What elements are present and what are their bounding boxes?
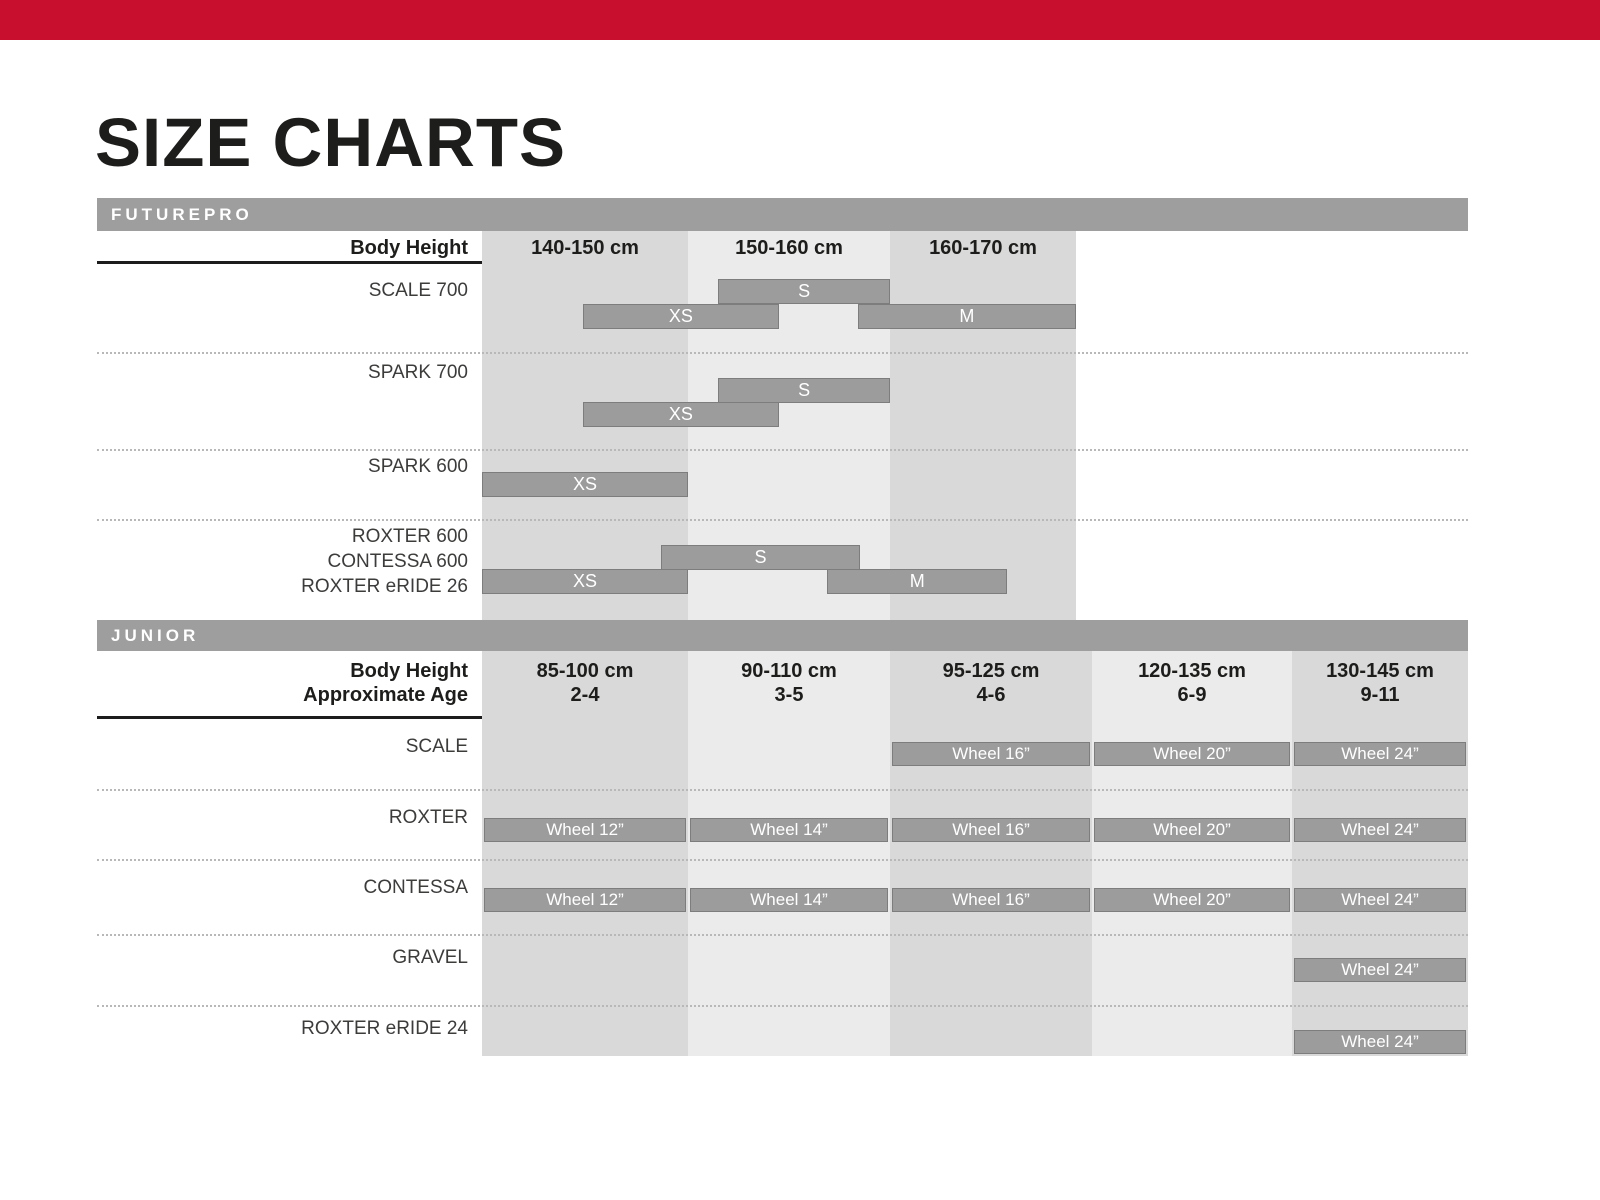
row-label: CONTESSA [363, 876, 468, 898]
size-bar: S [718, 279, 890, 304]
column-band [890, 231, 1076, 620]
wheel-bar: Wheel 16” [892, 818, 1090, 842]
column-header-body-height: 120-135 cm [1138, 660, 1246, 682]
wheel-bar: Wheel 20” [1094, 742, 1290, 766]
column-header-age: 4-6 [976, 684, 1006, 706]
section-header-junior: JUNIOR [97, 620, 1468, 651]
column-header: 150-160 cm [735, 237, 843, 259]
column-band [890, 651, 1092, 1056]
column-header-age: 6-9 [1177, 684, 1207, 706]
wheel-bar: Wheel 14” [690, 818, 888, 842]
column-band [1092, 651, 1292, 1056]
wheel-bar: Wheel 16” [892, 742, 1090, 766]
wheel-bar: Wheel 20” [1094, 888, 1290, 912]
row-label: ROXTER 600 CONTESSA 600 ROXTER eRIDE 26 [301, 525, 468, 597]
futurepro-body-height-label: Body Height [350, 237, 468, 259]
wheel-bar: Wheel 24” [1294, 958, 1466, 982]
wheel-bar: Wheel 24” [1294, 818, 1466, 842]
wheel-bar: Wheel 16” [892, 888, 1090, 912]
dotted-separator [97, 934, 1468, 936]
column-header-body-height: 90-110 cm [741, 660, 837, 682]
section-header-junior-label: JUNIOR [111, 625, 200, 645]
row-label: SCALE [405, 735, 468, 757]
row-label: ROXTER [388, 806, 468, 828]
wheel-bar: Wheel 24” [1294, 1030, 1466, 1054]
size-bar: M [827, 569, 1008, 594]
column-header-age: 3-5 [774, 684, 804, 706]
size-bar: M [857, 304, 1076, 329]
wheel-bar: Wheel 20” [1094, 818, 1290, 842]
top-red-bar [0, 0, 1600, 40]
row-label: SPARK 700 [368, 361, 468, 383]
column-band [688, 651, 890, 1056]
row-label: ROXTER eRIDE 24 [301, 1017, 468, 1039]
wheel-bar: Wheel 14” [690, 888, 888, 912]
column-header: 140-150 cm [531, 237, 639, 259]
junior-body-height-label: Body Height [350, 660, 468, 682]
size-bar: S [718, 378, 890, 403]
size-bar: XS [482, 569, 688, 594]
dotted-separator [97, 789, 1468, 791]
column-band [482, 651, 688, 1056]
dotted-separator [97, 352, 1468, 354]
wheel-bar: Wheel 12” [484, 888, 686, 912]
column-header-body-height: 85-100 cm [536, 660, 634, 682]
size-bar: XS [582, 304, 779, 329]
row-label: SPARK 600 [368, 455, 468, 477]
row-label: GRAVEL [392, 946, 468, 968]
row-label: SCALE 700 [368, 279, 468, 301]
column-header-body-height: 95-125 cm [942, 660, 1040, 682]
dotted-separator [97, 519, 1468, 521]
section-header-futurepro-label: FUTUREPRO [111, 204, 253, 224]
dotted-separator [97, 859, 1468, 861]
wheel-bar: Wheel 24” [1294, 742, 1466, 766]
section-header-futurepro: FUTUREPRO [97, 198, 1468, 231]
size-bar: S [661, 545, 860, 570]
column-header-body-height: 130-145 cm [1326, 660, 1434, 682]
size-bar: XS [582, 402, 779, 427]
column-header-age: 2-4 [570, 684, 600, 706]
column-header: 160-170 cm [929, 237, 1037, 259]
wheel-bar: Wheel 12” [484, 818, 686, 842]
dotted-separator [97, 449, 1468, 451]
size-bar: XS [482, 472, 688, 497]
column-header-age: 9-11 [1360, 684, 1400, 706]
dotted-separator [97, 1005, 1468, 1007]
page-title: SIZE CHARTS [95, 104, 567, 181]
junior-approximate-age-label: Approximate Age [303, 684, 468, 706]
wheel-bar: Wheel 24” [1294, 888, 1466, 912]
column-band [1292, 651, 1468, 1056]
